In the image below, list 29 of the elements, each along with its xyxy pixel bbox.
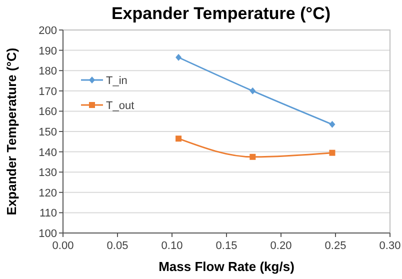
y-axis-title: Expander Temperature (°C)	[4, 48, 19, 216]
y-tick-label: 170	[38, 86, 57, 98]
legend-label: T_out	[106, 100, 134, 112]
chart-title: Expander Temperature (°C)	[111, 4, 331, 23]
point	[250, 154, 256, 160]
x-axis-title: Mass Flow Rate (kg/s)	[158, 259, 294, 274]
y-tick-label: 160	[38, 106, 57, 118]
x-tick-label: 0.05	[106, 240, 128, 252]
x-tick-label: 0.10	[161, 240, 183, 252]
x-tick-label: 0.00	[52, 240, 74, 252]
point	[176, 136, 182, 142]
point	[176, 54, 182, 61]
x-tick-label: 0.25	[324, 240, 346, 252]
y-tick-label: 180	[38, 66, 57, 78]
point	[250, 87, 256, 94]
x-tick-label: 0.30	[379, 240, 401, 252]
x-tick-label: 0.20	[270, 240, 292, 252]
y-tick-label: 150	[38, 126, 57, 138]
y-tick-label: 110	[39, 208, 57, 220]
y-tick-label: 120	[38, 187, 57, 200]
y-tick-label: 100	[38, 228, 57, 240]
x-tick-label: 0.15	[216, 240, 238, 252]
y-tick-label: 200	[38, 25, 57, 37]
y-tick-label: 130	[38, 167, 57, 180]
point	[329, 120, 336, 128]
legend-label: T_in	[106, 75, 128, 87]
y-tick-label: 140	[38, 146, 57, 159]
y-tick-label: 190	[38, 45, 57, 58]
point	[329, 150, 336, 156]
